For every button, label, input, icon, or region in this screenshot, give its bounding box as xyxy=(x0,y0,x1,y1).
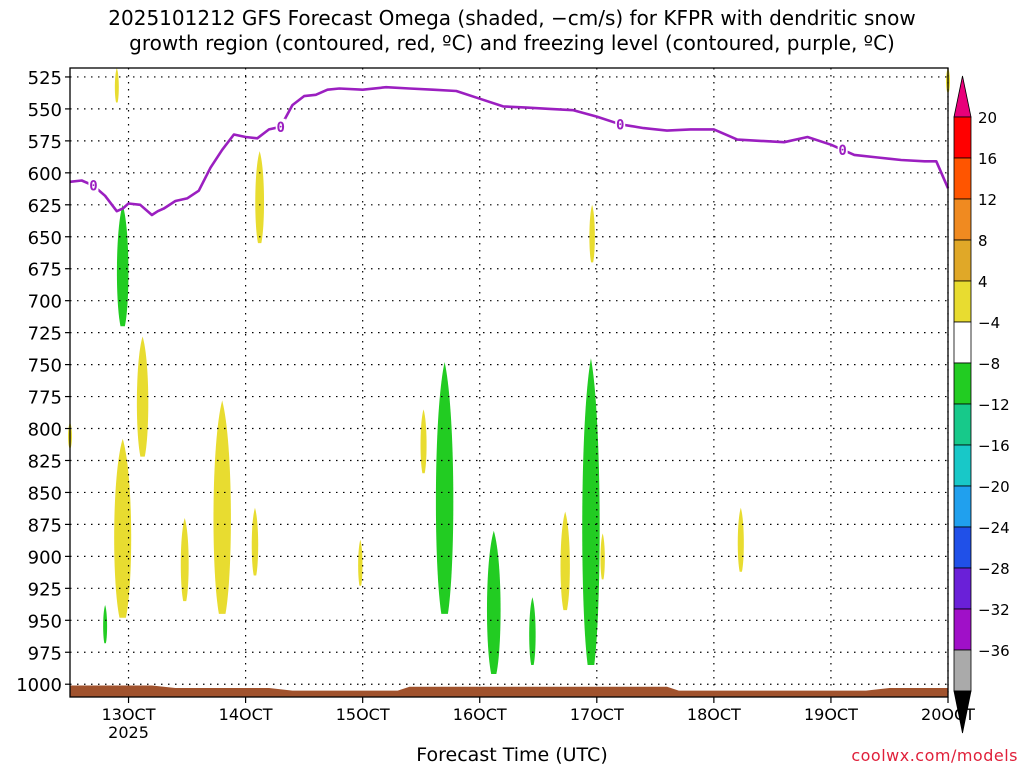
x-tick-label: 13OCT xyxy=(102,705,156,724)
x-tick-label: 19OCT xyxy=(804,705,858,724)
colorbar-segment xyxy=(953,239,972,282)
terrain-fill xyxy=(70,685,948,697)
colorbar-label: −12 xyxy=(978,396,1010,414)
y-tick-label: 800 xyxy=(28,420,62,441)
y-tick-label: 900 xyxy=(28,547,62,568)
colorbar-label: −20 xyxy=(978,478,1010,496)
colorbar-segment xyxy=(953,485,972,528)
omega-region-upward xyxy=(560,511,570,611)
y-tick-label: 525 xyxy=(28,68,62,89)
freezing-level-line xyxy=(69,85,950,217)
colorbar-segment xyxy=(953,362,972,405)
colorbar-label: 16 xyxy=(978,150,997,168)
chart-title-line-2: growth region (contoured, red, ºC) and f… xyxy=(129,31,895,55)
omega-region-upward xyxy=(420,409,427,474)
colorbar-segment xyxy=(953,608,972,651)
colorbar-label: −24 xyxy=(978,519,1010,537)
omega-region-downward xyxy=(103,604,108,644)
omega-region-upward xyxy=(213,400,231,614)
colorbar-segment xyxy=(953,649,972,692)
omega-region-upward xyxy=(589,204,595,263)
omega-region-upward xyxy=(136,336,149,457)
chart-title-line-1: 2025101212 GFS Forecast Omega (shaded, −… xyxy=(108,6,916,30)
omega-region-upward xyxy=(114,68,119,103)
omega-region-upward xyxy=(114,438,132,618)
y-tick-label: 625 xyxy=(28,196,62,217)
colorbar-label: −36 xyxy=(978,642,1010,660)
colorbar-label: 8 xyxy=(978,232,988,250)
omega-region-upward xyxy=(255,151,265,244)
y-tick-label: 825 xyxy=(28,451,62,472)
contour-label-bg xyxy=(615,116,626,132)
freezing-level-label: 0 xyxy=(616,117,624,133)
colorbar-label: −8 xyxy=(978,355,1000,373)
y-tick-label: 750 xyxy=(28,356,62,377)
colorbar-bottom-arrow xyxy=(953,690,972,734)
y-tick-label: 925 xyxy=(28,579,62,600)
omega-region-downward xyxy=(116,204,129,327)
chart-title: 2025101212 GFS Forecast Omega (shaded, −… xyxy=(0,6,1024,56)
y-tick-label: 950 xyxy=(28,611,62,632)
colorbar-label: −4 xyxy=(978,314,1000,332)
y-tick-label: 875 xyxy=(28,515,62,536)
colorbar-segment xyxy=(953,567,972,610)
x-tick-label: 17OCT xyxy=(570,705,624,724)
y-tick-label: 975 xyxy=(28,643,62,664)
colorbar-segment xyxy=(953,116,972,159)
x-tick-sublabel: 2025 xyxy=(108,723,149,742)
x-tick-label: 18OCT xyxy=(687,705,741,724)
colorbar-label: 4 xyxy=(978,273,988,291)
colorbar-label: −32 xyxy=(978,601,1010,619)
colorbar-label: −16 xyxy=(978,437,1010,455)
colorbar-segment xyxy=(953,198,972,241)
colorbar-segment xyxy=(953,157,972,200)
colorbar-label: 20 xyxy=(978,109,997,127)
plot-frame xyxy=(69,67,949,698)
omega-region-upward xyxy=(180,518,189,602)
omega-region-upward xyxy=(251,507,259,576)
contour-label-bg xyxy=(275,118,286,134)
y-tick-label: 675 xyxy=(28,260,62,281)
x-tick-label: 15OCT xyxy=(336,705,390,724)
y-tick-label: 775 xyxy=(28,388,62,409)
y-tick-label: 725 xyxy=(28,324,62,345)
y-tick-label: 850 xyxy=(28,483,62,504)
y-tick-label: 700 xyxy=(28,292,62,313)
colorbar-label: 12 xyxy=(978,191,997,209)
y-tick-label: 650 xyxy=(28,228,62,249)
contour-label-bg xyxy=(88,177,99,193)
colorbar-segment xyxy=(953,444,972,487)
omega-region-downward xyxy=(486,530,501,674)
y-tick-label: 575 xyxy=(28,132,62,153)
x-tick-label: 16OCT xyxy=(453,705,507,724)
x-tick-label: 14OCT xyxy=(219,705,273,724)
omega-region-downward xyxy=(435,362,454,614)
x-axis-title: Forecast Time (UTC) xyxy=(416,744,608,766)
colorbar-top-arrow xyxy=(953,75,972,118)
colorbar-segment xyxy=(953,526,972,569)
freezing-level-label: 0 xyxy=(277,120,285,136)
y-tick-label: 550 xyxy=(28,100,62,121)
colorbar-segment xyxy=(953,321,972,364)
omega-region-upward xyxy=(358,539,363,586)
omega-region-upward xyxy=(737,507,744,572)
contour-label-bg xyxy=(837,141,848,157)
credit-text: coolwx.com/models xyxy=(851,746,1018,765)
y-tick-label: 1000 xyxy=(16,675,62,696)
freezing-level-label: 0 xyxy=(89,179,97,195)
colorbar-segment xyxy=(953,403,972,446)
freezing-level-label: 0 xyxy=(838,143,846,159)
omega-region-downward xyxy=(529,597,536,666)
colorbar-segment xyxy=(953,280,972,323)
y-tick-label: 600 xyxy=(28,164,62,185)
colorbar-label: −28 xyxy=(978,560,1010,578)
